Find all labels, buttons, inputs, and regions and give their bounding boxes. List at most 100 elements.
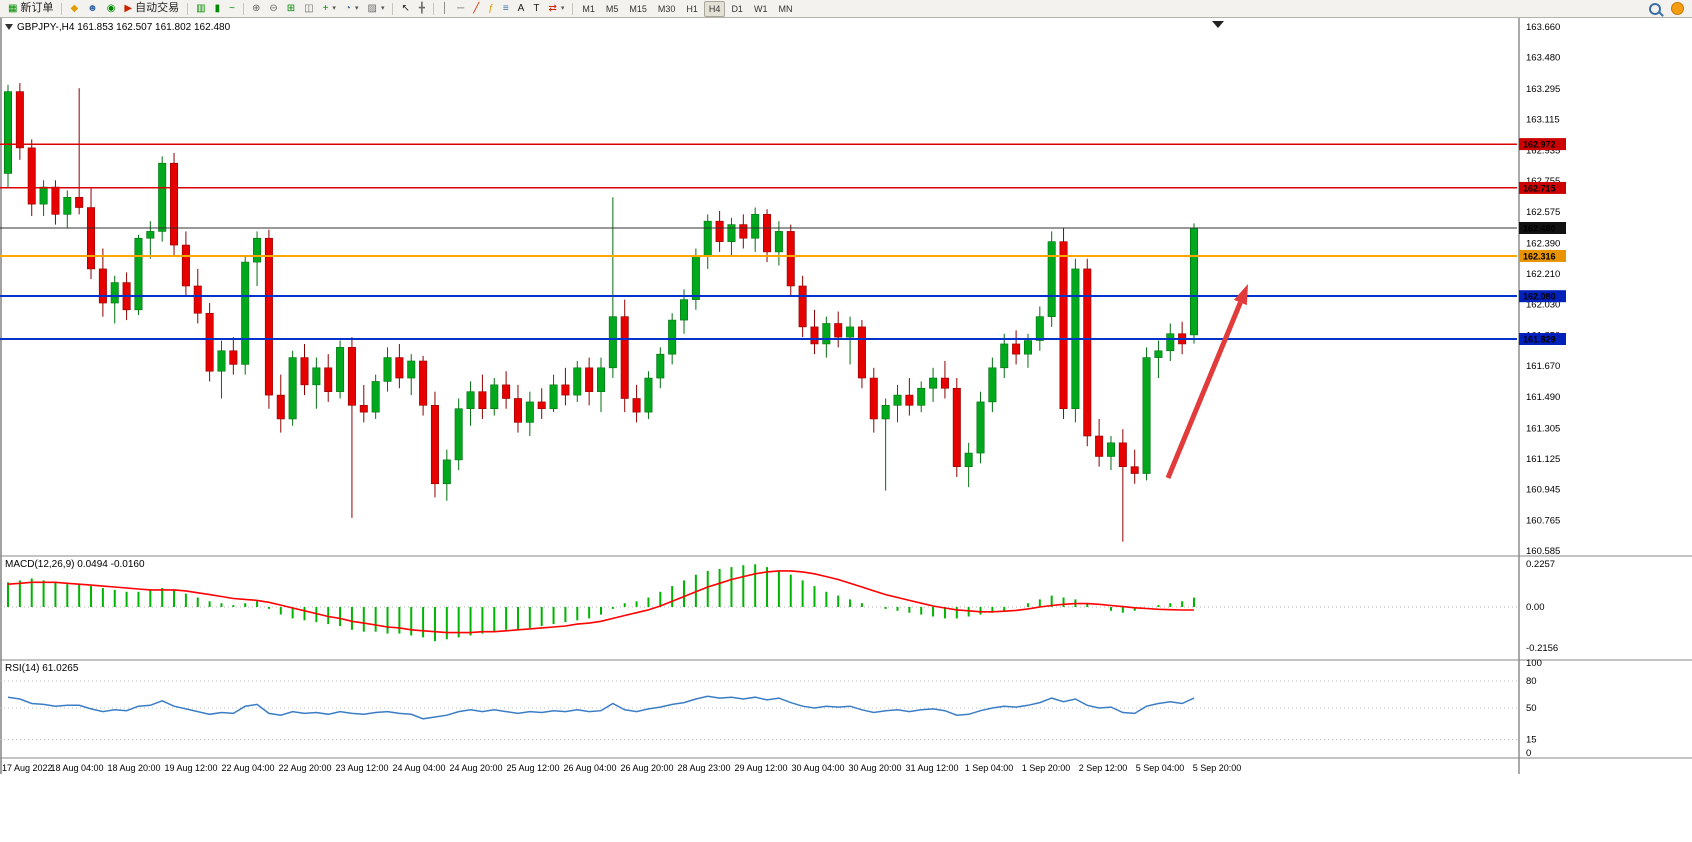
- time-axis-label: 26 Aug 20:00: [620, 763, 673, 773]
- time-axis-label: 5 Sep 04:00: [1136, 763, 1185, 773]
- fibonacci-button[interactable]: ƒ: [484, 0, 498, 18]
- clock-icon: ◔: [344, 2, 351, 14]
- time-axis-label: 1 Sep 20:00: [1022, 763, 1071, 773]
- candle-body: [608, 316, 617, 369]
- candle-body: [822, 323, 831, 345]
- time-axis-label: 5 Sep 20:00: [1193, 763, 1242, 773]
- tf-button-M1[interactable]: M1: [582, 3, 595, 14]
- vertical-line-button[interactable]: │: [438, 0, 452, 18]
- candle-body: [1118, 442, 1127, 467]
- main-toolbar: ▦ 新订单 ◆ ☻ ◉ ▶ 自动交易 ▥ ▮ ~ ⊕ ⊖ ⊞ ◫ + ▾ ◔ ▾ ▨…: [0, 0, 1692, 18]
- periods-button[interactable]: ◔ ▾: [341, 0, 363, 18]
- price-axis-label: 163.115: [1526, 115, 1560, 126]
- rsi-line: [7, 695, 1195, 720]
- autotrade-icon: ▶: [124, 2, 133, 14]
- zoom-in-button[interactable]: ⊕: [248, 0, 264, 18]
- candle-body: [217, 350, 226, 372]
- price-tag-162.972: 162.972: [1519, 138, 1566, 151]
- macd-axis-label: 0.00: [1526, 602, 1545, 613]
- new-order-icon: ▦: [8, 2, 18, 14]
- chart-bars-button[interactable]: ▥: [192, 0, 209, 18]
- market-watch-icon: ☻: [87, 2, 98, 14]
- chart-shift-marker[interactable]: [1212, 21, 1224, 28]
- toolbar-separator: [392, 2, 394, 15]
- new-order-button[interactable]: ▦ 新订单: [4, 0, 57, 18]
- price-tag-value: 161.829: [1523, 334, 1556, 344]
- rsi-axis-label: 50: [1526, 703, 1537, 714]
- chart-area[interactable]: 163.660 163.480 163.295 163.115 162.935 162.7…: [0, 18, 1692, 842]
- price-axis-label: 160.945: [1526, 485, 1560, 496]
- horizontal-line-button[interactable]: ─: [453, 0, 468, 18]
- tf-button-M5[interactable]: M5: [605, 3, 619, 14]
- cursor-button[interactable]: ↖: [397, 0, 413, 18]
- candle-body: [703, 220, 712, 256]
- one-click-trading-toggle[interactable]: [5, 24, 13, 30]
- price-tag-162.715: 162.715: [1519, 181, 1566, 194]
- templates-button[interactable]: ▨ ▾: [363, 0, 388, 18]
- autotrade-button[interactable]: ▶ 自动交易: [120, 0, 183, 18]
- new-chart-button[interactable]: + ▾: [319, 0, 340, 18]
- text-icon: A: [517, 2, 525, 14]
- crosshair-button[interactable]: ╋: [415, 0, 429, 18]
- market-watch-button[interactable]: ☻: [83, 0, 102, 18]
- candle-body: [193, 285, 202, 314]
- cascade-windows-button[interactable]: ◫: [300, 0, 317, 18]
- tf-button-W1[interactable]: W1: [753, 3, 768, 14]
- trend-arrow-annotation[interactable]: [1165, 284, 1248, 479]
- search-icon[interactable]: [1649, 2, 1661, 15]
- tf-button-M30[interactable]: M30: [657, 3, 676, 14]
- tf-button-H4[interactable]: H4: [703, 0, 726, 17]
- notification-badge-icon[interactable]: [1671, 2, 1684, 15]
- candle-body: [905, 394, 914, 406]
- arrows-button[interactable]: ⇄ ▾: [544, 0, 568, 18]
- price-axis-label: 163.295: [1526, 84, 1560, 95]
- price-tag-value: 162.480: [1523, 224, 1556, 234]
- candle-body: [632, 398, 641, 413]
- candle-body: [1012, 343, 1021, 355]
- price-axis-label: 160.765: [1526, 515, 1560, 526]
- candle-body: [146, 231, 155, 239]
- text-label-button[interactable]: T: [529, 0, 543, 18]
- price-tag-value: 162.972: [1523, 140, 1556, 150]
- candle-body: [371, 381, 380, 413]
- time-axis-label: 17 Aug 2022: [2, 763, 53, 773]
- candle-body: [869, 377, 878, 420]
- tf-button-D1[interactable]: D1: [731, 3, 743, 14]
- zoom-out-button[interactable]: ⊖: [265, 0, 281, 18]
- cascade-windows-icon: ◫: [304, 2, 314, 14]
- price-axis-label: 162.755: [1526, 176, 1560, 187]
- tf-button-MN[interactable]: MN: [778, 3, 793, 14]
- candle-body: [1000, 343, 1009, 369]
- candle-body: [1083, 268, 1092, 437]
- metaeditor-button[interactable]: ◆: [66, 0, 82, 18]
- time-axis-label: 1 Sep 04:00: [965, 763, 1014, 773]
- tf-button-H1[interactable]: H1: [686, 3, 698, 14]
- navigator-button[interactable]: ◉: [103, 0, 120, 18]
- candle-body: [881, 405, 890, 420]
- trendline-icon: ╱: [473, 2, 480, 14]
- candle-body: [561, 384, 570, 396]
- tile-windows-button[interactable]: ⊞: [283, 0, 299, 18]
- toolbar-separator: [432, 2, 434, 15]
- channels-button[interactable]: ≡: [499, 0, 513, 18]
- candle-body: [810, 326, 819, 345]
- tf-button-M15[interactable]: M15: [629, 3, 647, 14]
- candle-body: [727, 224, 736, 242]
- text-button[interactable]: A: [514, 0, 529, 18]
- candle-body: [668, 319, 677, 355]
- metaeditor-icon: ◆: [70, 2, 79, 14]
- chevron-down-icon: ▾: [380, 5, 385, 12]
- chart-candles-button[interactable]: ▮: [211, 0, 225, 18]
- price-tag-box: [1519, 290, 1566, 303]
- macd-axis-label: -0.2156: [1526, 643, 1558, 654]
- candle-body: [537, 401, 546, 410]
- time-axis-label: 30 Aug 20:00: [848, 763, 901, 773]
- candle-body: [419, 360, 428, 406]
- trendline-button[interactable]: ╱: [469, 0, 483, 18]
- chart-line-button[interactable]: ~: [225, 0, 239, 18]
- time-axis-label: 24 Aug 04:00: [392, 763, 445, 773]
- price-axis-label: 162.575: [1526, 207, 1560, 218]
- time-axis-label: 18 Aug 20:00: [107, 763, 160, 773]
- toolbar-separator: [242, 2, 244, 15]
- candle-body: [75, 197, 84, 208]
